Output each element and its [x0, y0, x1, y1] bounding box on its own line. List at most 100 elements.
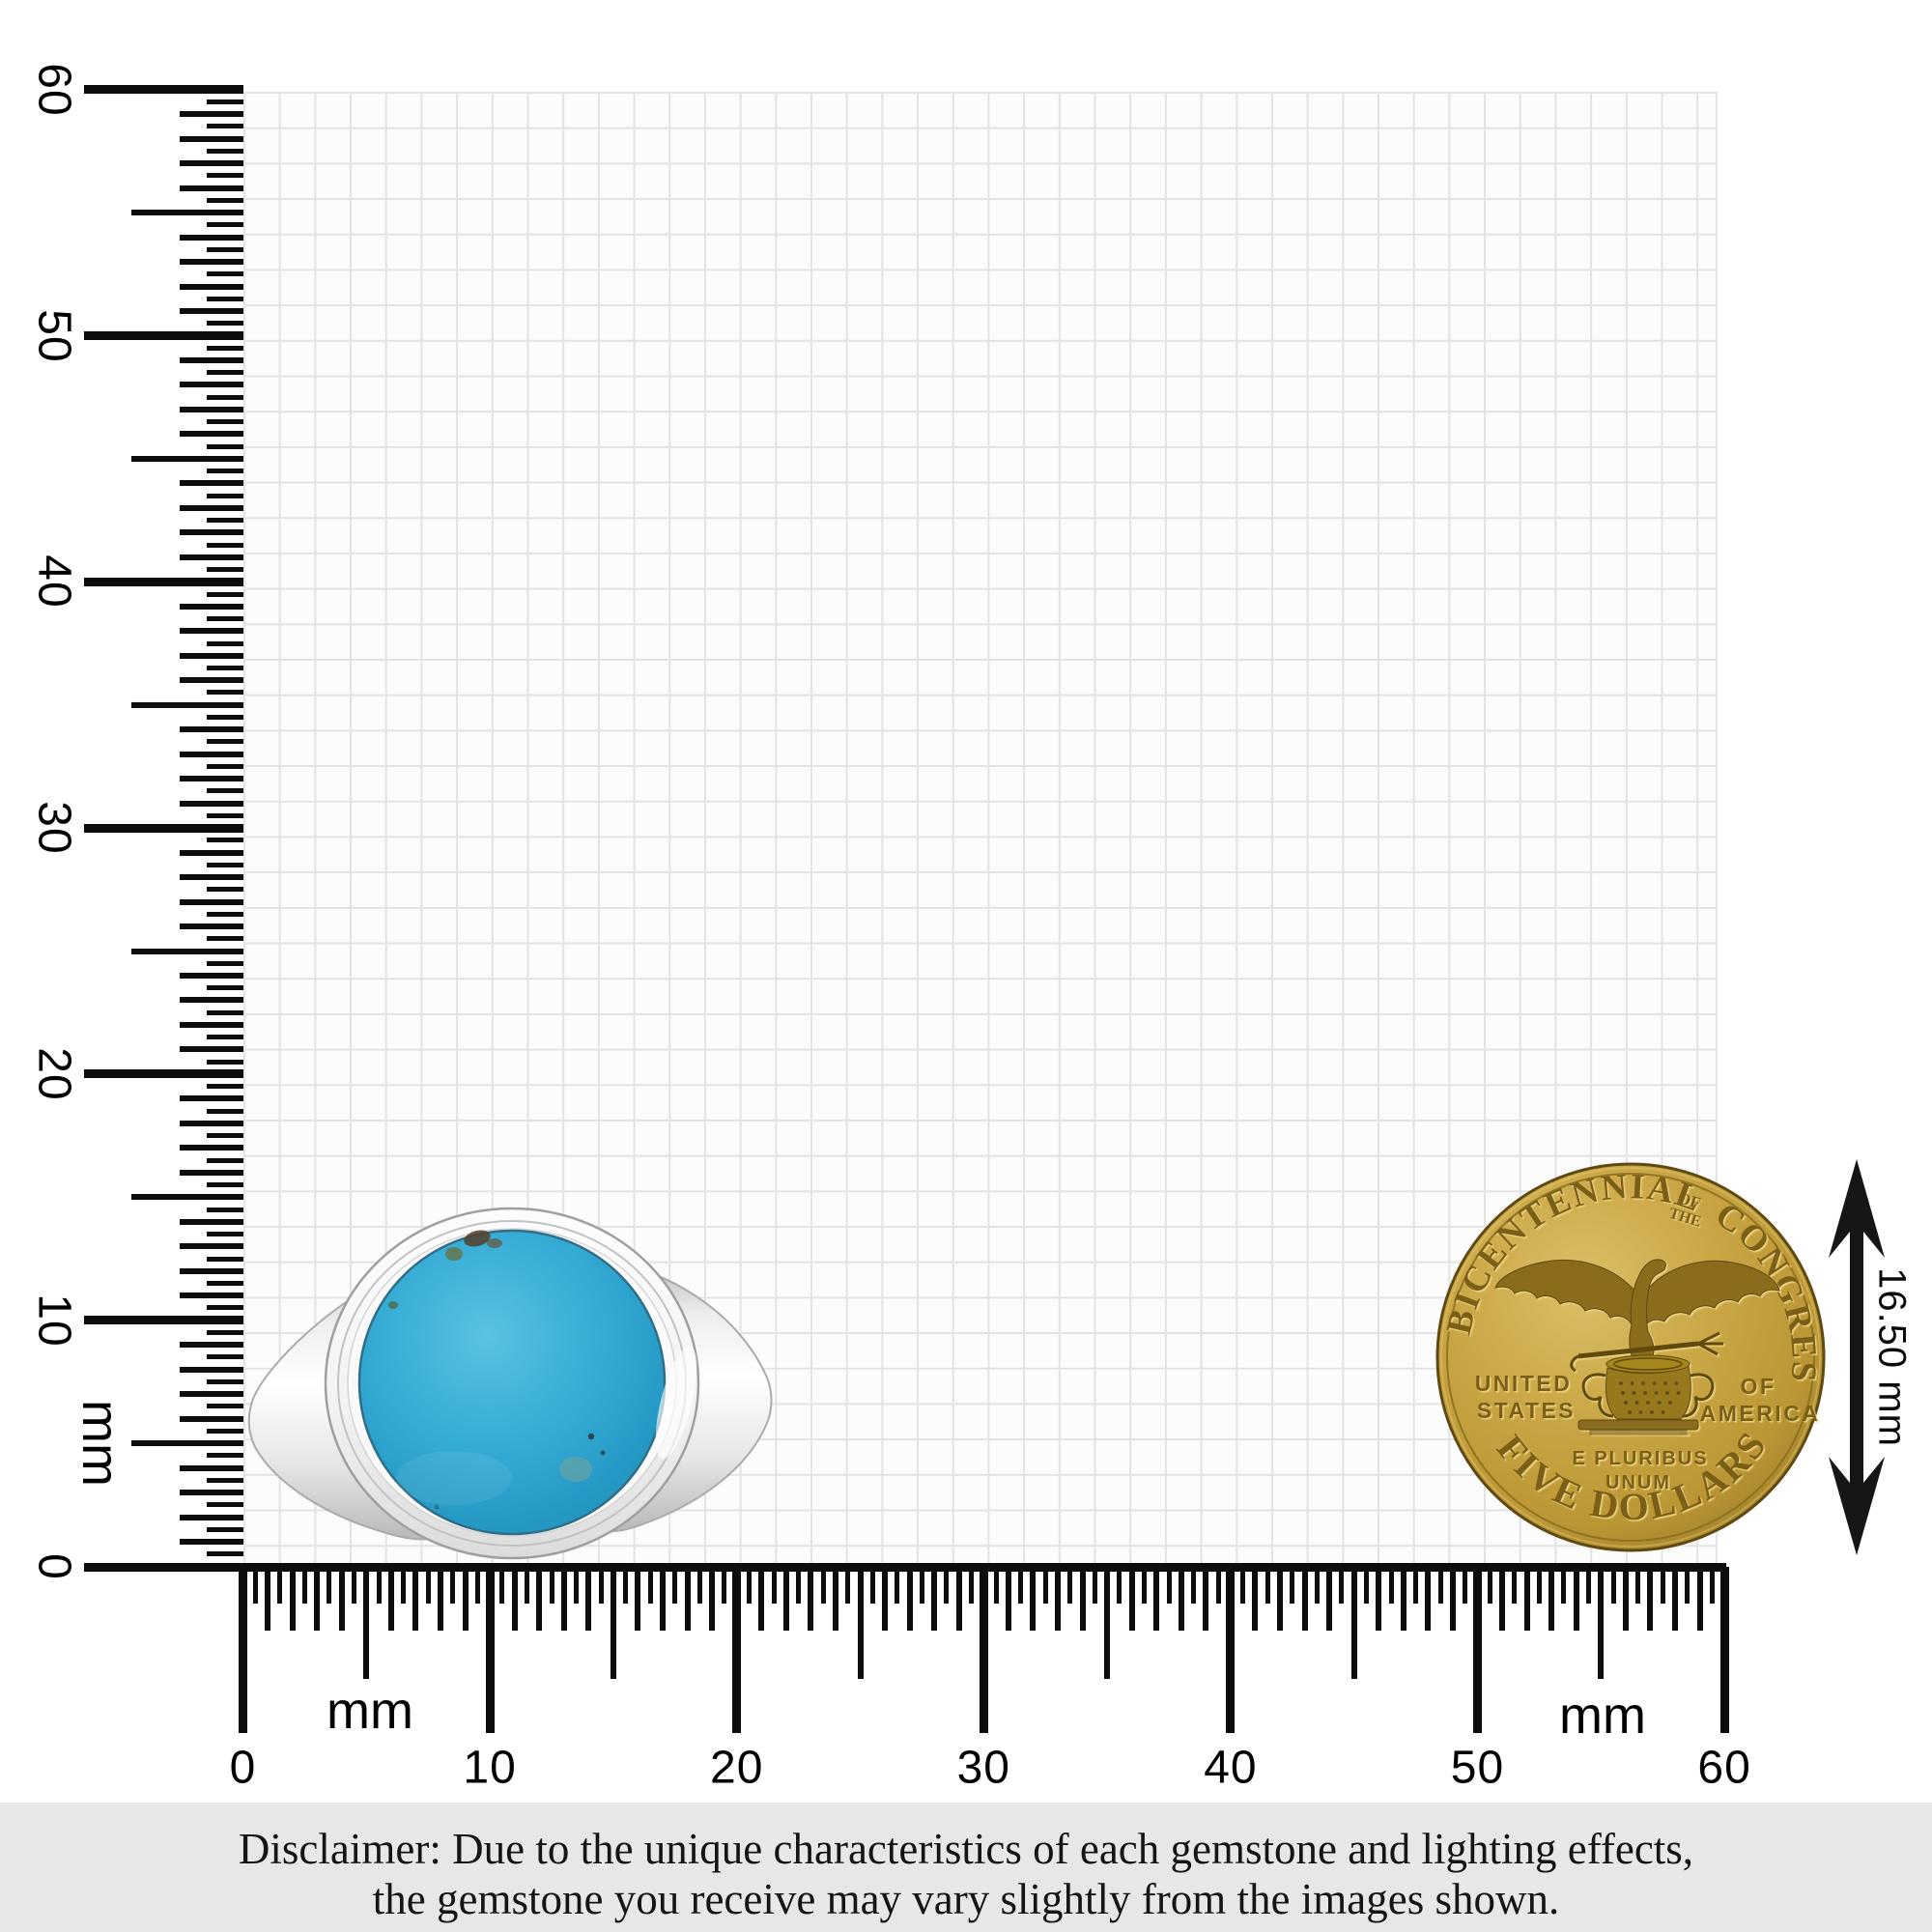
- ruler-tick: [207, 1084, 243, 1090]
- ruler-tick: [207, 739, 243, 745]
- ruler-tick: [180, 1490, 243, 1496]
- ruler-tick: [746, 1567, 752, 1604]
- ruler-tick: [1191, 1567, 1197, 1604]
- ruler-tick: [1178, 1567, 1184, 1631]
- ruler-tick: [180, 1391, 243, 1398]
- ruler-tick: [207, 616, 243, 622]
- ruler-tick: [511, 1567, 518, 1631]
- ruler-tick: [1647, 1567, 1654, 1631]
- ruler-tick: [180, 1021, 243, 1028]
- ruler-tick: [882, 1567, 889, 1631]
- ruler-tick: [207, 1157, 243, 1163]
- ruler-tick: [180, 1145, 243, 1151]
- ruler-tick: [180, 1514, 243, 1520]
- ruler-tick: [327, 1567, 332, 1604]
- ruler-tick: [207, 173, 243, 179]
- ruler-tick: [180, 259, 243, 266]
- pedestal-base-step: [1589, 1430, 1688, 1435]
- eagle-left-wing: [1494, 1259, 1637, 1326]
- ruler-tick: [180, 283, 243, 290]
- ruler-tick: [352, 1567, 357, 1604]
- ruler-tick: [289, 1567, 296, 1631]
- ruler-tick: [207, 124, 243, 129]
- ruler-tick: [1301, 1567, 1308, 1631]
- ruler-tick: [207, 591, 243, 597]
- horizontal-ruler-number: 0: [229, 1742, 257, 1794]
- ruler-tick: [895, 1567, 900, 1604]
- ruler-tick: [180, 480, 243, 487]
- ruler-tick: [1449, 1567, 1456, 1631]
- ruler-tick: [1054, 1567, 1061, 1631]
- ruler-tick: [1252, 1567, 1259, 1631]
- ruler-tick: [979, 1567, 988, 1733]
- ruler-tick: [363, 1567, 370, 1679]
- ruler-tick: [1660, 1567, 1665, 1604]
- ruler-tick: [207, 862, 243, 867]
- ruler-tick: [993, 1567, 999, 1604]
- ruler-tick: [1290, 1567, 1295, 1604]
- ruler-tick: [277, 1567, 283, 1604]
- ruler-tick: [1339, 1567, 1345, 1604]
- coin-text-of: OF: [1741, 1374, 1776, 1399]
- ruler-tick: [180, 1095, 243, 1102]
- ruler-tick: [180, 800, 243, 807]
- ruler-tick: [180, 997, 243, 1004]
- ruler-tick: [1018, 1567, 1024, 1604]
- ruler-tick: [180, 726, 243, 733]
- ruler-tick: [1561, 1567, 1567, 1604]
- ruler-tick: [1473, 1567, 1482, 1733]
- ruler-tick: [180, 135, 243, 142]
- vertical-ruler-number: 30: [28, 801, 80, 855]
- ruler-tick: [207, 936, 243, 942]
- ruler-tick: [180, 1046, 243, 1053]
- vertical-ruler-number: 40: [28, 554, 80, 609]
- ruler-tick: [207, 1526, 243, 1532]
- ruler-tick: [560, 1567, 567, 1631]
- ruler-tick: [180, 382, 243, 388]
- ruler-tick: [207, 640, 243, 646]
- ruler-tick: [84, 1069, 243, 1079]
- ruler-tick: [1586, 1567, 1592, 1604]
- ruler-tick: [180, 308, 243, 315]
- ruler-tick: [180, 554, 243, 560]
- ruler-tick: [425, 1567, 431, 1604]
- ruler-tick: [180, 1120, 243, 1126]
- ruler-tick: [180, 431, 243, 438]
- ruler-tick: [180, 1464, 243, 1471]
- ruler-tick: [969, 1567, 975, 1604]
- ruler-tick: [131, 1194, 243, 1201]
- ruler-tick: [1671, 1567, 1678, 1631]
- ruler-tick: [1635, 1567, 1641, 1604]
- ruler-tick: [401, 1567, 407, 1604]
- ruler-tick: [906, 1567, 913, 1631]
- ruler-tick: [207, 493, 243, 498]
- ruler-tick: [180, 898, 243, 905]
- ruler-tick: [207, 1280, 243, 1286]
- ruler-tick: [549, 1567, 554, 1604]
- ruler-tick: [1622, 1567, 1629, 1631]
- ruler-tick: [207, 1354, 243, 1360]
- ruler-tick: [1512, 1567, 1518, 1604]
- ruler-tick: [207, 542, 243, 548]
- ruler-tick: [207, 567, 243, 573]
- coin-legend-congress: CONGRESS: [0, 0, 1822, 1384]
- ruler-tick: [1363, 1567, 1369, 1604]
- ruler-tick: [1314, 1567, 1320, 1604]
- ruler-tick: [338, 1567, 345, 1631]
- ruler-tick: [412, 1567, 419, 1631]
- ruler-tick: [1277, 1567, 1284, 1631]
- ruler-tick: [635, 1567, 641, 1631]
- horizontal-ruler-number: 20: [709, 1742, 764, 1794]
- ruler-tick: [820, 1567, 826, 1604]
- ruler-tick: [180, 1218, 243, 1225]
- ruler-tick: [239, 1567, 247, 1733]
- horizontal-ruler-unit-right: mm: [1559, 1687, 1646, 1745]
- ruler-tick: [180, 406, 243, 412]
- ruler-tick: [647, 1567, 653, 1604]
- coin-trademark: ™: [1680, 1431, 1690, 1442]
- ruler-tick: [845, 1567, 851, 1604]
- ruler-tick: [180, 504, 243, 511]
- ruler-tick: [207, 469, 243, 474]
- ruler-tick: [207, 246, 243, 252]
- ruler-tick: [207, 1453, 243, 1459]
